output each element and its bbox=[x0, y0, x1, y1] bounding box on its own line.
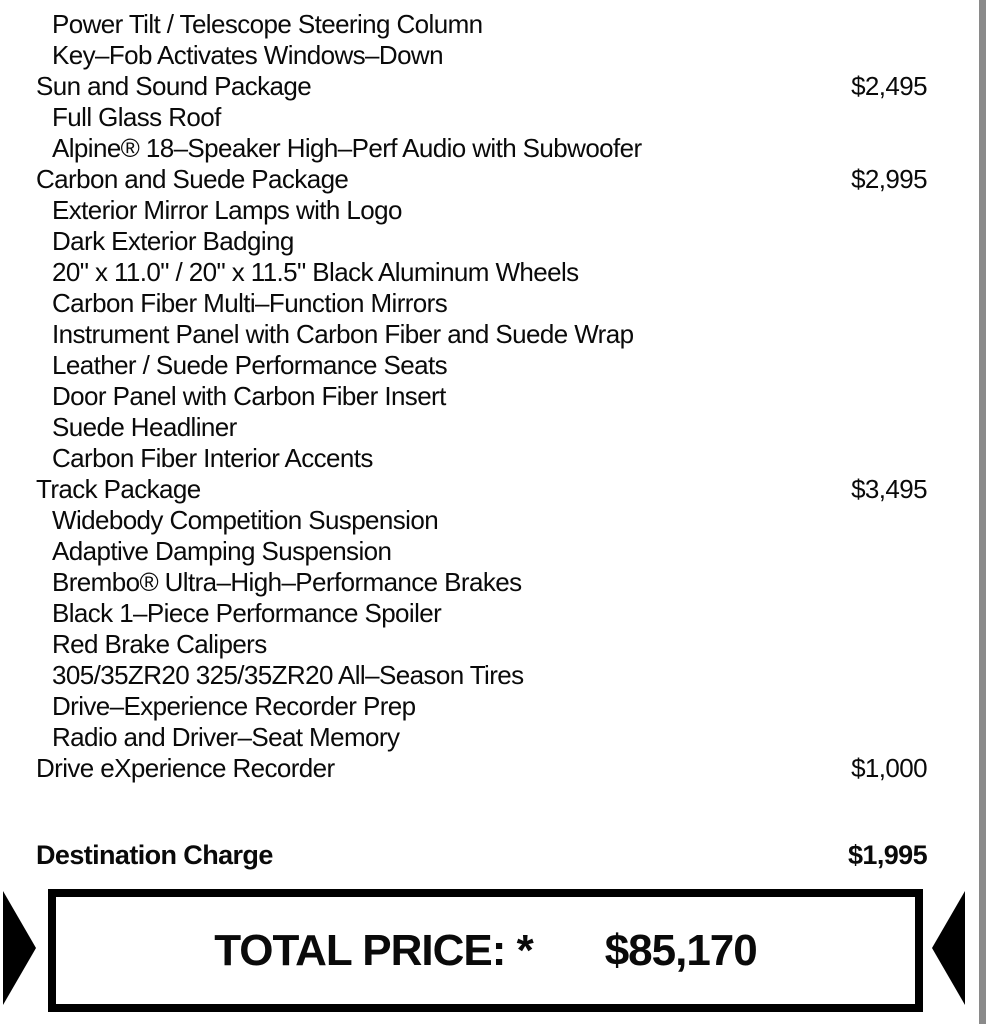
option-label: Carbon Fiber Multi–Function Mirrors bbox=[52, 288, 448, 318]
option-label: Carbon and Suede Package bbox=[36, 164, 349, 194]
option-label: Radio and Driver–Seat Memory bbox=[52, 722, 400, 752]
total-price-value: $85,170 bbox=[604, 925, 758, 975]
option-row: Key–Fob Activates Windows–Down bbox=[36, 40, 927, 71]
option-label: Power Tilt / Telescope Steering Column bbox=[52, 9, 483, 39]
option-row: Exterior Mirror Lamps with Logo bbox=[36, 195, 927, 226]
option-label: Drive eXperience Recorder bbox=[36, 753, 335, 783]
option-row: Alpine® 18–Speaker High–Perf Audio with … bbox=[36, 133, 927, 164]
option-row: Radio and Driver–Seat Memory bbox=[36, 722, 927, 753]
option-row: Widebody Competition Suspension bbox=[36, 505, 927, 536]
option-label: Sun and Sound Package bbox=[36, 71, 312, 101]
option-label: Track Package bbox=[36, 474, 201, 504]
total-price-section: TOTAL PRICE: * $85,170 bbox=[0, 889, 995, 1013]
option-label: 20" x 11.0" / 20" x 11.5" Black Aluminum… bbox=[52, 257, 579, 287]
option-row: Power Tilt / Telescope Steering Column bbox=[36, 9, 927, 40]
option-label: Adaptive Damping Suspension bbox=[52, 536, 392, 566]
package-row: Drive eXperience Recorder $1,000 bbox=[36, 753, 928, 784]
option-row: Brembo® Ultra–High–Performance Brakes bbox=[36, 567, 927, 598]
option-label: Suede Headliner bbox=[52, 412, 237, 442]
option-row: Black 1–Piece Performance Spoiler bbox=[36, 598, 927, 629]
total-price-label: TOTAL PRICE: * bbox=[214, 925, 533, 975]
option-label: Full Glass Roof bbox=[52, 102, 221, 132]
right-arrow-icon bbox=[932, 891, 965, 1005]
option-row: Drive–Experience Recorder Prep bbox=[36, 691, 927, 722]
option-row: Red Brake Calipers bbox=[36, 629, 927, 660]
left-arrow-icon bbox=[3, 891, 36, 1005]
option-label: 305/35ZR20 325/35ZR20 All–Season Tires bbox=[52, 660, 524, 690]
option-label: Key–Fob Activates Windows–Down bbox=[52, 40, 444, 70]
option-label: Black 1–Piece Performance Spoiler bbox=[52, 598, 442, 628]
option-row: Adaptive Damping Suspension bbox=[36, 536, 927, 567]
option-label: Carbon Fiber Interior Accents bbox=[52, 443, 373, 473]
option-label: Alpine® 18–Speaker High–Perf Audio with … bbox=[52, 133, 642, 163]
option-label: Leather / Suede Performance Seats bbox=[52, 350, 448, 380]
option-row: Carbon Fiber Interior Accents bbox=[36, 443, 927, 474]
destination-charge-row: Destination Charge $1,995 bbox=[36, 840, 928, 871]
option-row: Leather / Suede Performance Seats bbox=[36, 350, 927, 381]
package-row: Sun and Sound Package $2,495 bbox=[36, 71, 928, 102]
option-label: Dark Exterior Badging bbox=[52, 226, 294, 256]
option-row: Suede Headliner bbox=[36, 412, 927, 443]
package-price: $2,995 bbox=[851, 164, 928, 194]
option-label: Instrument Panel with Carbon Fiber and S… bbox=[52, 319, 634, 349]
option-row: 305/35ZR20 325/35ZR20 All–Season Tires bbox=[36, 660, 927, 691]
destination-charge-label: Destination Charge bbox=[36, 840, 273, 870]
option-label: Widebody Competition Suspension bbox=[52, 505, 439, 535]
package-row: Carbon and Suede Package $2,995 bbox=[36, 164, 928, 195]
option-row: Carbon Fiber Multi–Function Mirrors bbox=[36, 288, 927, 319]
option-label: Drive–Experience Recorder Prep bbox=[52, 691, 416, 721]
option-row: Full Glass Roof bbox=[36, 102, 927, 133]
option-row: Door Panel with Carbon Fiber Insert bbox=[36, 381, 927, 412]
package-row: Track Package $3,495 bbox=[36, 474, 928, 505]
options-list: Power Tilt / Telescope Steering Column K… bbox=[36, 9, 928, 784]
page-edge-strip bbox=[979, 0, 986, 1024]
option-row: Dark Exterior Badging bbox=[36, 226, 927, 257]
option-label: Exterior Mirror Lamps with Logo bbox=[52, 195, 402, 225]
destination-charge-price: $1,995 bbox=[848, 840, 928, 870]
package-price: $1,000 bbox=[851, 753, 928, 783]
option-label: Red Brake Calipers bbox=[52, 629, 267, 659]
option-row: Instrument Panel with Carbon Fiber and S… bbox=[36, 319, 927, 350]
package-price: $3,495 bbox=[851, 474, 928, 504]
total-price-box: TOTAL PRICE: * $85,170 bbox=[48, 889, 923, 1012]
package-price: $2,495 bbox=[851, 71, 928, 101]
option-label: Door Panel with Carbon Fiber Insert bbox=[52, 381, 446, 411]
option-row: 20" x 11.0" / 20" x 11.5" Black Aluminum… bbox=[36, 257, 927, 288]
option-label: Brembo® Ultra–High–Performance Brakes bbox=[52, 567, 522, 597]
